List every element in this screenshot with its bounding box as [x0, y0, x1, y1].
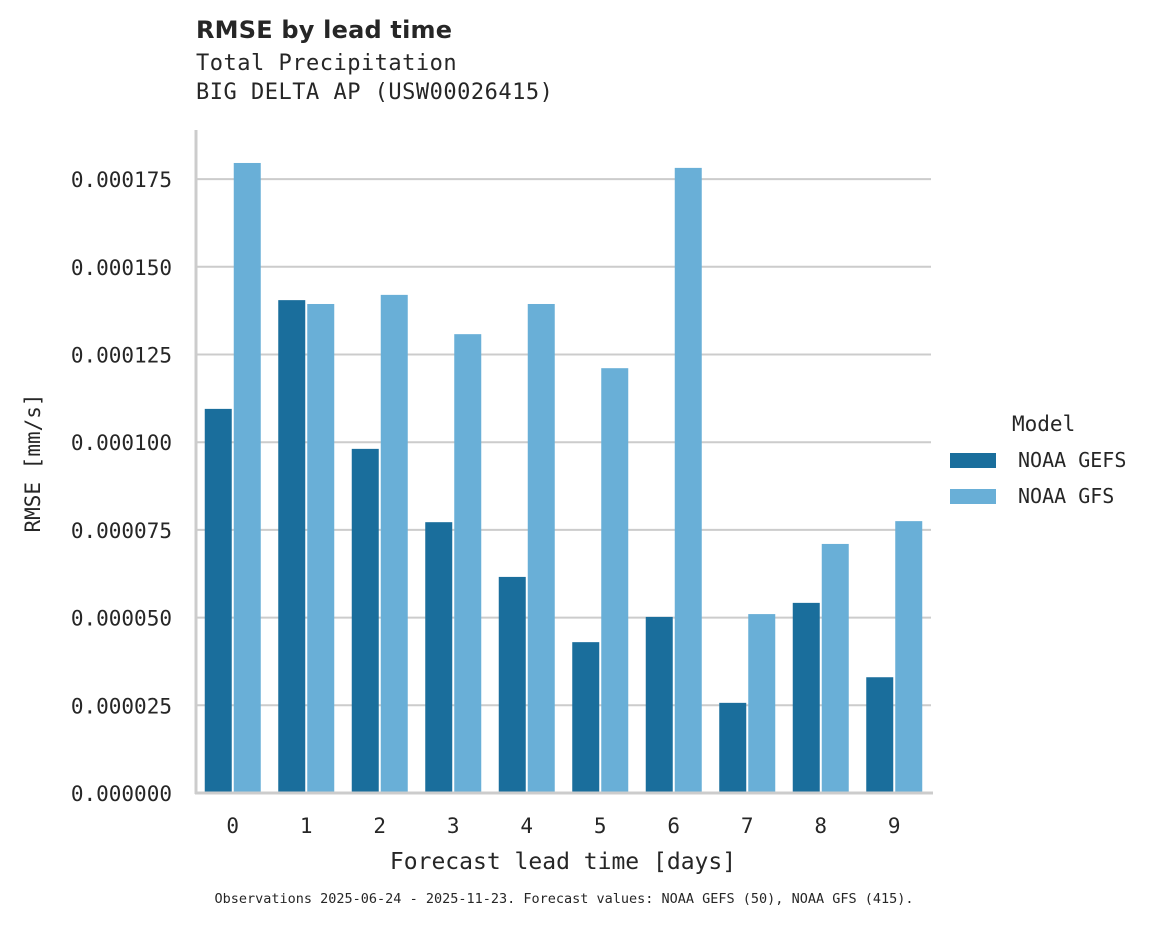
bar-noaa-gfs-4 — [527, 303, 555, 793]
chart-title: RMSE by lead time — [196, 16, 453, 44]
bar-noaa-gefs-4 — [498, 576, 526, 793]
x-tick-label: 6 — [667, 814, 680, 838]
bar-noaa-gfs-0 — [233, 162, 261, 793]
bar-noaa-gfs-8 — [821, 543, 849, 793]
x-tick-label: 0 — [226, 814, 239, 838]
bar-noaa-gefs-1 — [278, 300, 306, 793]
y-tick-label: 0.000150 — [71, 256, 172, 280]
bar-noaa-gefs-8 — [792, 602, 820, 793]
axes — [194, 130, 933, 795]
y-tick-label: 0.000075 — [71, 519, 172, 543]
legend-swatch-gfs — [950, 488, 996, 504]
y-tick-label: 0.000000 — [71, 782, 172, 806]
bar-noaa-gfs-7 — [748, 614, 776, 793]
x-tick-label: 1 — [300, 814, 313, 838]
y-tick-label: 0.000175 — [71, 168, 172, 192]
y-tick-label: 0.000125 — [71, 344, 172, 368]
legend-label-gfs: NOAA GFS — [1018, 484, 1115, 508]
y-tick-labels: 0.000000 0.000025 0.000050 0.000075 0.000100… — [71, 168, 172, 806]
y-axis-label: RMSE [mm/s] — [21, 393, 45, 532]
x-tick-label: 9 — [888, 814, 901, 838]
x-tick-label: 7 — [741, 814, 754, 838]
x-tick-label: 3 — [447, 814, 460, 838]
legend: Model NOAA GEFS NOAA GFS — [950, 412, 1126, 514]
legend-swatch-gefs — [950, 452, 996, 468]
bar-noaa-gfs-5 — [601, 368, 629, 793]
bar-noaa-gfs-1 — [307, 303, 335, 793]
legend-item-gefs: NOAA GEFS — [950, 442, 1126, 478]
x-tick-label: 2 — [373, 814, 386, 838]
legend-label-gefs: NOAA GEFS — [1018, 448, 1127, 472]
bars — [204, 162, 923, 793]
bar-noaa-gfs-3 — [454, 334, 482, 793]
gridlines — [196, 178, 931, 707]
x-tick-label: 5 — [594, 814, 607, 838]
bar-noaa-gefs-0 — [204, 408, 232, 793]
y-tick-label: 0.000025 — [71, 694, 172, 718]
bar-noaa-gfs-6 — [674, 167, 702, 793]
footnote: Observations 2025-06-24 - 2025-11-23. Fo… — [214, 891, 914, 907]
chart-subtitle-station: BIG DELTA AP (USW00026415) — [196, 80, 554, 105]
x-tick-labels: 0 1 2 3 4 5 6 7 8 9 — [226, 814, 900, 838]
bar-noaa-gfs-2 — [380, 294, 408, 793]
legend-title: Model — [1012, 412, 1076, 436]
bar-noaa-gefs-9 — [866, 677, 894, 793]
bar-noaa-gefs-2 — [351, 448, 379, 793]
bar-noaa-gfs-9 — [895, 521, 923, 793]
legend-item-gfs: NOAA GFS — [950, 478, 1126, 514]
bar-noaa-gefs-5 — [572, 642, 600, 793]
x-tick-label: 8 — [814, 814, 827, 838]
x-axis-label: Forecast lead time [days] — [390, 849, 736, 875]
y-tick-label: 0.000100 — [71, 431, 172, 455]
bar-noaa-gefs-3 — [425, 522, 453, 793]
y-tick-label: 0.000050 — [71, 607, 172, 631]
chart-subtitle-variable: Total Precipitation — [196, 51, 458, 76]
x-tick-label: 4 — [520, 814, 533, 838]
bar-noaa-gefs-7 — [719, 702, 747, 793]
bar-noaa-gefs-6 — [645, 616, 673, 793]
